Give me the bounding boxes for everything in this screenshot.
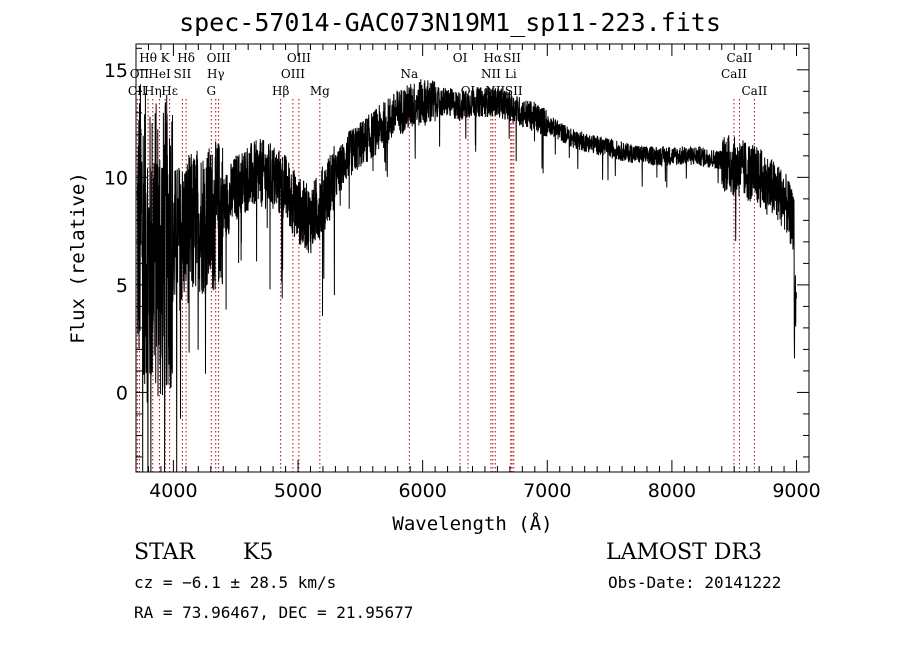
line-marker-label: Li	[505, 67, 517, 81]
ra-dec-coordinates: RA = 73.96467, DEC = 21.95677	[134, 603, 414, 622]
x-tick-label: 6000	[398, 480, 446, 502]
redshift-velocity: cz = −6.1 ± 28.5 km/s	[134, 573, 337, 592]
line-marker-label: Hβ	[272, 84, 289, 98]
axis-ticks	[135, 44, 810, 472]
line-marker-label: OI	[461, 84, 476, 98]
line-marker-label: CaII	[727, 51, 753, 65]
y-axis-label: Flux (relative)	[67, 172, 89, 344]
survey-name: LAMOST DR3	[606, 540, 762, 565]
line-marker-label: Hδ	[177, 51, 195, 65]
line-marker-label: Hα	[484, 51, 503, 65]
line-marker-label: Hη	[144, 84, 162, 98]
line-marker-label: CII	[128, 84, 147, 98]
line-marker-label: OIII	[281, 67, 305, 81]
line-marker-label: SII	[505, 84, 523, 98]
line-marker-label: OIII	[287, 51, 311, 65]
object-subclass: K5	[243, 540, 274, 565]
line-marker-label: SII	[503, 51, 521, 65]
y-tick-label: 15	[104, 60, 128, 82]
x-axis-label: Wavelength (Å)	[392, 512, 552, 535]
line-marker-label: K	[161, 51, 171, 65]
line-marker-label: NII	[485, 84, 505, 98]
line-marker-label: OII	[130, 67, 150, 81]
line-marker-label: CaII	[741, 84, 767, 98]
line-marker-label: Hε	[161, 84, 178, 98]
axis-labels: 4000 5000 6000 7000 8000 9000 0 5 10 15 Wavelength…	[67, 60, 821, 535]
y-tick-label: 5	[116, 275, 128, 297]
line-marker-label: NII	[481, 67, 501, 81]
x-tick-label: 8000	[648, 480, 696, 502]
x-tick-label: 4000	[149, 480, 197, 502]
x-tick-label: 9000	[772, 480, 820, 502]
chart-title: spec-57014-GAC073N19M1_sp11-223.fits	[179, 8, 721, 37]
y-tick-label: 0	[116, 382, 128, 404]
line-marker-label: OI	[453, 51, 468, 65]
line-marker-label: Hγ	[207, 67, 225, 81]
line-marker-label: G	[206, 84, 216, 98]
y-tick-label: 10	[104, 167, 128, 189]
spectrum-line	[136, 79, 797, 473]
object-type: STAR	[134, 540, 195, 565]
line-marker-label: Hθ	[139, 51, 157, 65]
plot-frame	[135, 43, 810, 473]
x-tick-label: 5000	[274, 480, 322, 502]
observation-date: Obs-Date: 20141222	[608, 573, 782, 592]
line-marker-label: SII	[174, 67, 192, 81]
line-marker-label: HeI	[148, 67, 171, 81]
line-marker-label: Mg	[310, 84, 330, 98]
line-marker-label: Na	[400, 67, 418, 81]
line-marker-label: CaII	[721, 67, 747, 81]
x-tick-label: 7000	[523, 480, 571, 502]
line-marker-label: OIII	[207, 51, 231, 65]
